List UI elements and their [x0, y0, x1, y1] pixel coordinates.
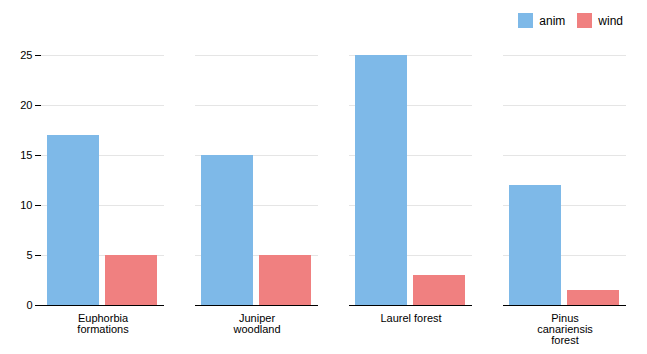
html-text:anim: anim	[539, 13, 566, 28]
svg-text:5: 5	[26, 249, 32, 261]
svg-text:0: 0	[26, 299, 32, 311]
html-text:wind: wind	[598, 13, 623, 28]
svg-text:Juniperwoodland: Juniperwoodland	[232, 312, 280, 335]
svg-text:15: 15	[20, 149, 32, 161]
svg-text:Pinuscanariensisforest: Pinuscanariensisforest	[537, 312, 593, 346]
svg-text:10: 10	[20, 199, 32, 211]
svg-text:20: 20	[20, 99, 32, 111]
svg-text:25: 25	[20, 49, 32, 61]
svg-text:Euphorbiaformations: Euphorbiaformations	[77, 312, 129, 335]
svg-text:Laurel forest: Laurel forest	[380, 312, 441, 324]
